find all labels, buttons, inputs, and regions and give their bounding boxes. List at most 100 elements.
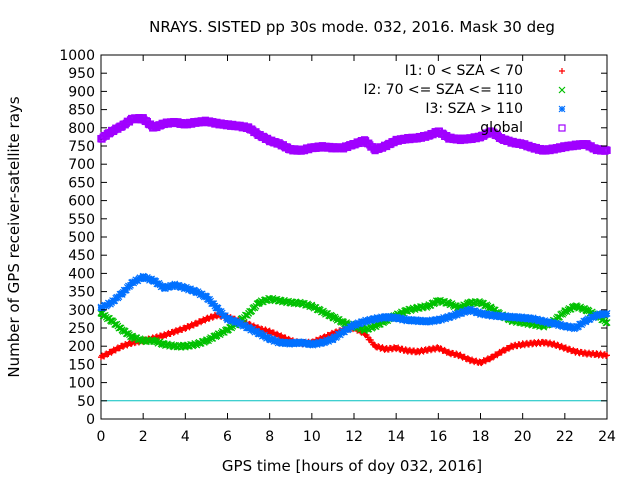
series-global-point	[519, 140, 527, 148]
series-i1-point	[161, 332, 168, 339]
series-i3-point	[118, 289, 126, 297]
series-global-trace	[97, 114, 611, 155]
series-i2-point	[477, 299, 484, 306]
series-i2-point	[308, 302, 316, 310]
series-global-point	[255, 131, 263, 139]
series-i3-point	[550, 320, 558, 328]
x-tick-label: 14	[387, 429, 405, 445]
x-tick-label: 10	[303, 429, 321, 445]
series-global-point	[129, 115, 137, 123]
series-global-point	[318, 143, 326, 151]
series-i2-point	[571, 302, 579, 310]
series-i2-point	[445, 299, 453, 307]
series-i1-point	[171, 328, 178, 335]
series-global-point	[107, 127, 116, 136]
series-i1-trace-marker	[198, 319, 205, 326]
series-i3-point	[582, 317, 590, 325]
series-global-point	[424, 132, 432, 140]
series-i1-point	[192, 320, 199, 327]
series-i1-point	[445, 349, 452, 356]
series-i2-point	[266, 295, 274, 303]
x-axis-label: GPS time [hours of doy 032, 2016]	[222, 457, 482, 475]
series-i1-point	[477, 359, 484, 366]
series-i1-point	[593, 351, 600, 358]
series-layer	[97, 114, 611, 367]
series-global-point	[497, 135, 506, 143]
series-global-point	[403, 135, 411, 143]
series-i1-point	[98, 354, 104, 361]
series-global-point	[371, 146, 379, 154]
legend-marker-i3	[558, 105, 566, 113]
plot-frame	[100, 54, 608, 420]
legend-label-i1: I1: 0 < SZA < 70	[405, 63, 523, 79]
y-tick-label: 550	[68, 212, 95, 228]
y-tick-label: 900	[68, 84, 95, 100]
series-i2-point	[340, 319, 347, 326]
series-i2-point	[361, 326, 368, 334]
series-i3-trace-marker	[237, 319, 245, 327]
series-global-point	[223, 121, 232, 129]
series-i3-point	[413, 317, 421, 325]
series-i2-point	[371, 322, 379, 330]
series-global-point	[508, 138, 516, 146]
series-i1-point	[561, 345, 568, 352]
series-i1-point	[582, 350, 589, 357]
series-i3-point	[181, 284, 189, 292]
x-tick-label: 8	[265, 429, 274, 445]
series-i3-point	[202, 293, 210, 301]
series-i1-point	[540, 339, 547, 346]
y-tick-label: 0	[86, 412, 95, 428]
series-i2-point	[139, 337, 147, 345]
series-i1-point	[530, 340, 537, 347]
series-i2-point	[318, 308, 326, 316]
series-i3-point	[160, 284, 168, 292]
series-i3-trace-marker	[210, 300, 218, 308]
series-i3-point	[382, 313, 390, 321]
y-tick-label: 600	[68, 194, 95, 210]
series-i2-point	[118, 326, 126, 334]
legend-marker-global	[558, 124, 566, 132]
series-i3-point	[108, 299, 115, 306]
series-global-trace-marker	[601, 147, 609, 155]
series-global-point	[329, 144, 337, 152]
series-i3-point	[340, 328, 347, 336]
y-tick-label: 150	[68, 357, 95, 373]
series-global-point	[308, 144, 316, 152]
series-i1-point	[203, 315, 210, 322]
series-i3-point	[350, 321, 358, 329]
y-tick-label: 700	[68, 157, 95, 173]
y-tick-label: 1000	[59, 48, 95, 64]
series-i1-point	[403, 347, 410, 354]
series-i3-point	[171, 281, 179, 289]
series-i1-point	[456, 352, 463, 359]
series-i2-point	[245, 310, 253, 317]
series-i3-point	[424, 318, 432, 325]
series-global-point	[160, 119, 168, 128]
series-global-point	[592, 146, 601, 154]
series-i3-point	[603, 310, 611, 317]
y-tick-label: 450	[68, 248, 95, 264]
series-i3-point	[487, 311, 495, 319]
x-tick-label: 2	[139, 429, 148, 445]
x-tick-label: 16	[429, 429, 447, 445]
series-global-point	[181, 120, 189, 128]
series-i3-point	[318, 339, 326, 346]
series-global-point	[118, 122, 126, 130]
series-i3-point	[224, 315, 231, 323]
series-i3-point	[150, 277, 158, 285]
y-tick-label: 500	[68, 230, 95, 246]
series-global-point	[139, 115, 147, 123]
series-i1-point	[604, 352, 610, 359]
series-i3-point	[392, 314, 400, 322]
series-i1-point	[414, 348, 421, 355]
series-i3-point	[287, 339, 295, 347]
series-global	[97, 114, 611, 155]
series-global-point	[234, 122, 242, 130]
series-global-point	[392, 136, 400, 145]
series-i2-point	[108, 317, 115, 325]
series-i1-point	[182, 325, 189, 331]
series-i2-point	[287, 299, 295, 306]
y-tick-label: 750	[68, 139, 95, 155]
series-i3-point	[213, 304, 221, 312]
